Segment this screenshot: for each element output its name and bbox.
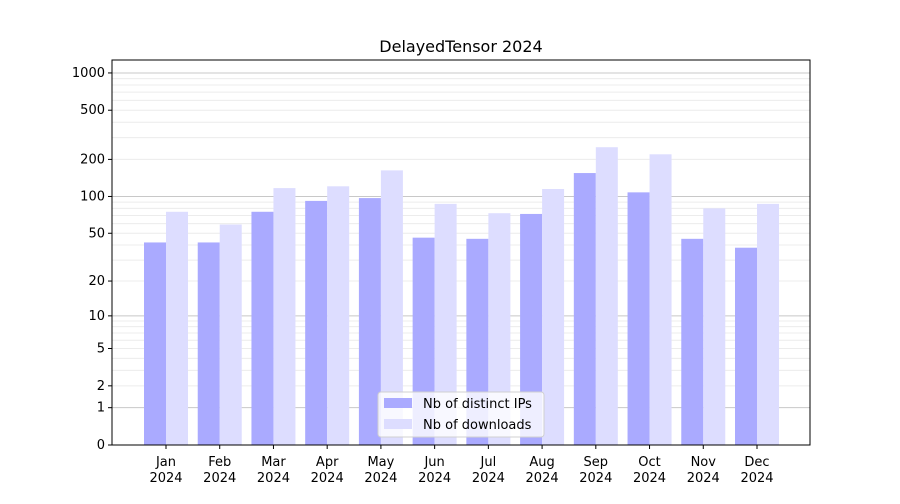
x-tick-label: Sep 2024	[579, 455, 612, 486]
x-tick-label: Aug 2024	[526, 455, 559, 486]
x-tick-label-line: Nov	[691, 455, 717, 470]
legend-label: Nb of distinct IPs	[423, 397, 532, 412]
bar-distinct-ips	[520, 213, 543, 445]
y-tick-label: 1000	[72, 66, 105, 81]
x-tick-label-line: Oct	[638, 455, 660, 470]
legend-box	[377, 391, 545, 438]
y-tick-label: 5	[97, 342, 105, 357]
bar-distinct-ips	[144, 242, 166, 445]
bar-downloads	[595, 147, 618, 446]
x-tick-label-line: 2024	[579, 471, 612, 486]
bar-downloads	[219, 224, 242, 445]
x-tick-label: Nov 2024	[687, 455, 720, 486]
bar-distinct-ips	[735, 247, 757, 445]
legend-swatch	[384, 419, 412, 429]
bar-downloads	[649, 154, 672, 446]
x-tick-label: Feb 2024	[203, 455, 236, 486]
bar-downloads	[273, 188, 296, 446]
bar-downloads	[542, 189, 565, 445]
legend-swatch	[384, 398, 412, 408]
x-tick-label-line: 2024	[364, 471, 397, 486]
x-tick-label-line: Jul	[480, 455, 497, 470]
y-tick-label: 200	[80, 152, 105, 167]
x-tick-label-line: Dec	[744, 455, 769, 470]
x-tick-label-line: 2024	[740, 471, 773, 486]
x-tick-label-line: 2024	[149, 471, 182, 486]
x-tick-label: Jul 2024	[472, 455, 505, 486]
y-tick-label: 20	[88, 274, 105, 289]
y-tick-label: 100	[80, 189, 105, 204]
x-tick-label: May 2024	[364, 455, 397, 486]
bar-downloads	[488, 213, 511, 445]
x-tick-label-line: 2024	[687, 471, 720, 486]
x-tick-label-line: 2024	[472, 471, 505, 486]
x-tick-label-line: Jun	[423, 455, 444, 470]
y-tick-label: 50	[88, 226, 105, 241]
x-tick-label-line: Sep	[584, 455, 609, 470]
bar-distinct-ips	[681, 238, 704, 445]
x-tick-label-line: 2024	[633, 471, 666, 486]
legend-label: Nb of downloads	[423, 418, 532, 433]
chart-title: DelayedTensor 2024	[379, 37, 542, 56]
y-tick-label: 1	[97, 401, 105, 416]
x-tick-label-line: May	[367, 455, 394, 470]
legend: Nb of distinct IPs Nb of downloads	[377, 391, 545, 438]
plot-frame	[111, 59, 811, 446]
bar-downloads	[380, 170, 403, 445]
x-tick-label-line: Mar	[261, 455, 286, 470]
bar-downloads	[327, 186, 350, 445]
x-tick-label-line: Feb	[208, 455, 231, 470]
y-tick-label: 0	[97, 438, 105, 453]
x-tick-label-line: 2024	[257, 471, 290, 486]
x-tick-label-line: 2024	[203, 471, 236, 486]
x-tick-label: Apr 2024	[311, 455, 344, 486]
x-tick-label: Dec 2024	[740, 455, 773, 486]
x-tick-label-line: Apr	[316, 455, 339, 470]
x-tick-label: Jun 2024	[418, 455, 451, 486]
bar-downloads	[434, 203, 457, 445]
bar-distinct-ips	[305, 200, 328, 445]
bar-distinct-ips	[627, 192, 650, 445]
bar-downloads	[757, 203, 779, 445]
x-tick-label: Oct 2024	[633, 455, 666, 486]
y-tick-label: 500	[80, 103, 105, 118]
bar-downloads	[166, 211, 188, 445]
x-tick-label-line: Jan	[155, 455, 176, 470]
x-tick-label: Jan 2024	[149, 455, 182, 486]
x-tick-label-line: 2024	[311, 471, 344, 486]
x-tick-label-line: 2024	[418, 471, 451, 486]
bars	[144, 147, 779, 446]
bar-distinct-ips	[197, 242, 220, 445]
bar-distinct-ips	[251, 211, 274, 445]
y-tick-label: 2	[97, 379, 105, 394]
bar-distinct-ips	[358, 198, 381, 445]
bar-distinct-ips	[573, 173, 596, 445]
x-tick-label: Mar 2024	[257, 455, 290, 486]
y-tick-label: 10	[88, 309, 105, 324]
x-tick-label-line: 2024	[526, 471, 559, 486]
bar-downloads	[703, 208, 726, 445]
y-axis: 0 1 2 5 10 20 50 100 200 500 1000	[72, 66, 112, 453]
x-tick-label-line: Aug	[529, 455, 554, 470]
